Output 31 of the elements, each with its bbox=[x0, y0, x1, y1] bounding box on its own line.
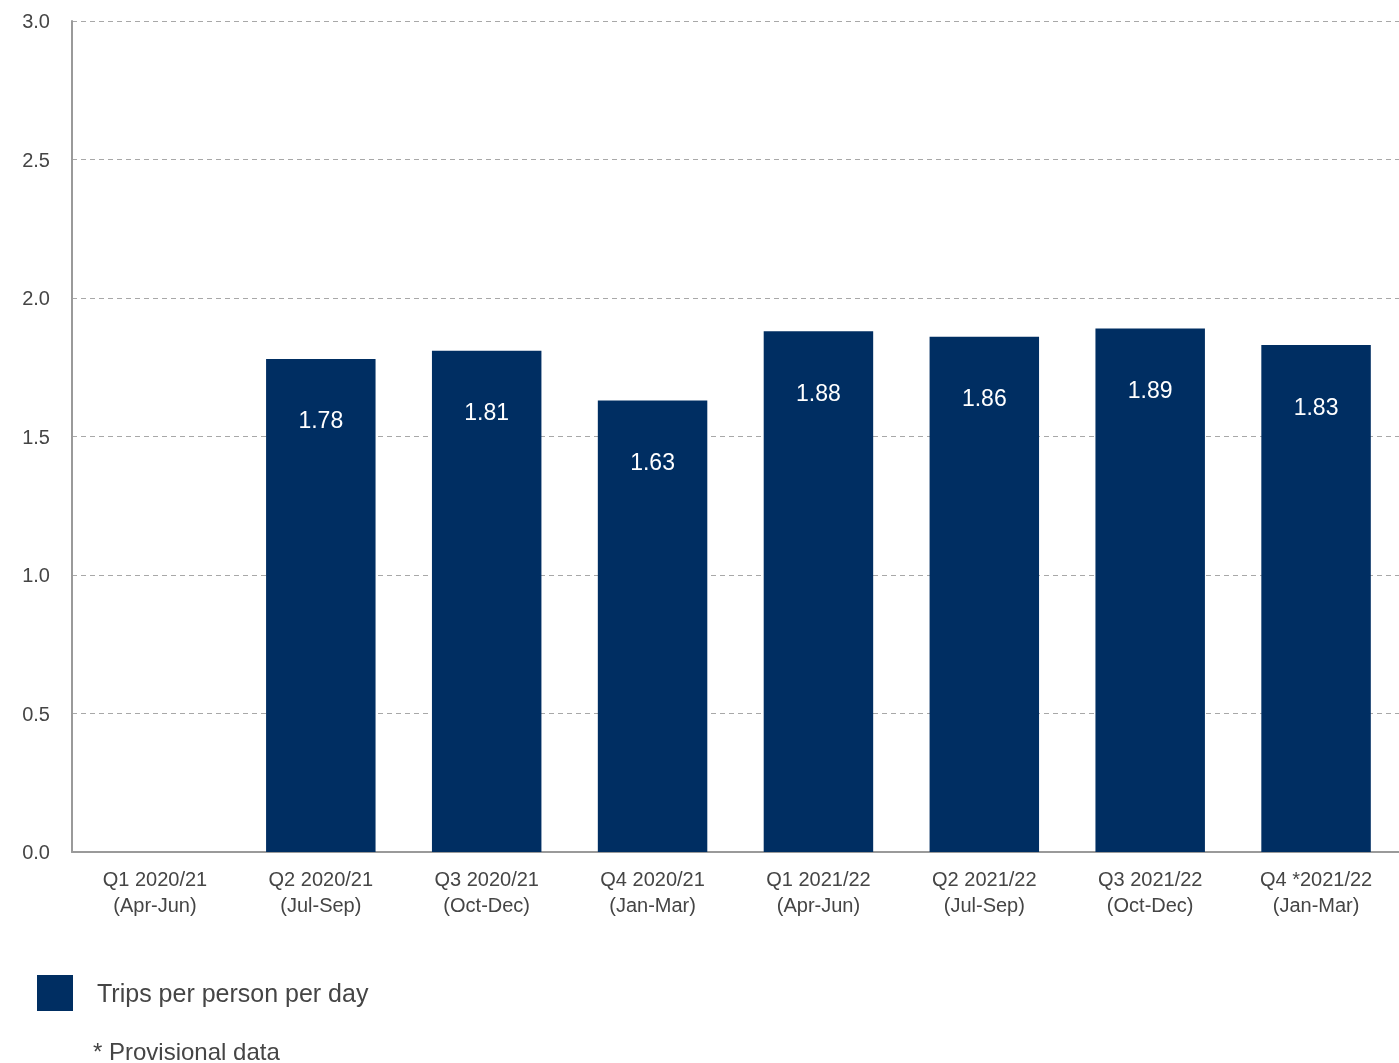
x-tick-label: Q2 2020/21 (Jul-Sep) bbox=[268, 868, 374, 916]
x-tick-label: Q1 2020/21 (Apr-Jun) bbox=[102, 868, 208, 916]
bar bbox=[1261, 345, 1371, 852]
x-tick-label: Q1 2021/22 (Apr-Jun) bbox=[766, 868, 871, 916]
data-label: 1.86 bbox=[961, 385, 1007, 412]
bar bbox=[266, 358, 376, 852]
x-tick-label: Q4 2020/21 (Jan-Mar) bbox=[600, 868, 705, 916]
x-tick-label: Q3 2021/22 (Oct-Dec) bbox=[1097, 868, 1203, 916]
data-label: 1.89 bbox=[1127, 376, 1173, 403]
bar bbox=[597, 400, 708, 852]
y-tick-label: 0.0 bbox=[22, 841, 50, 863]
data-label: 1.83 bbox=[1293, 393, 1339, 420]
y-tick-label: 3.0 bbox=[22, 10, 50, 32]
x-tick-label: Q4 *2021/22 (Jan-Mar) bbox=[1259, 868, 1373, 916]
bar bbox=[1095, 328, 1205, 852]
bar bbox=[929, 336, 1040, 852]
y-tick-label: 1.5 bbox=[22, 425, 50, 448]
bar bbox=[763, 331, 874, 852]
legend-label: Trips per person per day bbox=[97, 979, 369, 1007]
y-tick-label: 1.0 bbox=[22, 564, 50, 586]
y-tick-label: 2.5 bbox=[22, 148, 50, 171]
data-label: 1.78 bbox=[298, 407, 344, 434]
data-label: 1.63 bbox=[630, 448, 675, 475]
text: * Provisional data bbox=[93, 1037, 281, 1063]
data-label: 1.81 bbox=[464, 399, 510, 426]
x-tick-label: Q3 2020/21 (Oct-Dec) bbox=[434, 868, 539, 916]
data-label: 1.88 bbox=[796, 379, 841, 406]
bar bbox=[431, 350, 542, 852]
x-tick-label: Q2 2021/22 (Jul-Sep) bbox=[932, 868, 1037, 916]
y-tick-label: 2.0 bbox=[22, 287, 50, 309]
y-tick-label: 0.5 bbox=[22, 702, 50, 725]
